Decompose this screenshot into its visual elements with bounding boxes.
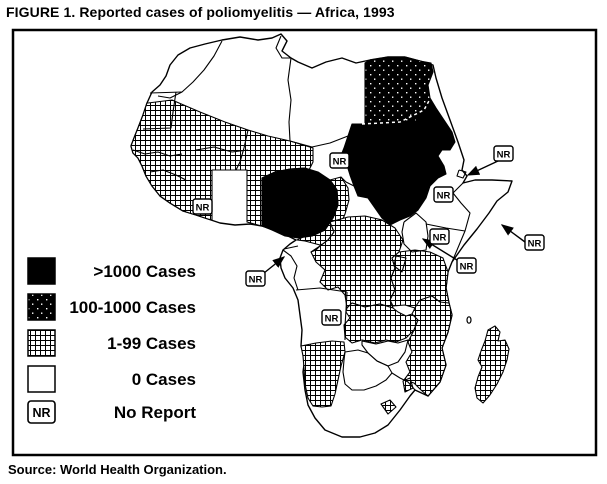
comoros-island (466, 316, 472, 324)
border-mali-niger-border (235, 129, 249, 171)
nr-box-rect-kenya (429, 228, 450, 245)
border-libya-chad (289, 135, 349, 148)
nr-arrow-djibouti (466, 160, 499, 176)
nr-box-ethiopia: NR (433, 186, 454, 203)
nr-arrow-equatorial-guinea (263, 256, 286, 274)
border-mali-burkina-border (195, 146, 249, 153)
country-lesotho (380, 399, 397, 415)
border-ethiopia-somalia (451, 182, 471, 263)
nr-box-rect-angola (321, 309, 342, 326)
border-chad-car (340, 176, 355, 187)
figure-title: FIGURE 1. Reported cases of poliomyeliti… (6, 4, 395, 20)
border-gabon-congo (282, 249, 299, 291)
legend-swatch-c0 (27, 365, 56, 393)
country-tanzania (389, 249, 450, 309)
nr-box-rect-equatorial-guinea (245, 270, 266, 287)
border-botswana-borders (342, 349, 393, 391)
legend-label-c1_99: 1-99 Cases (107, 334, 196, 353)
nr-box-label-chad: NR (333, 157, 347, 168)
border-rwanda-burundi-borders (393, 255, 407, 273)
nr-box-label-equatorial-guinea: NR (249, 275, 263, 286)
country-namibia (300, 340, 346, 408)
nr-box-angola: NR (321, 309, 342, 326)
border-algeria-libya (287, 57, 292, 142)
border-angola-zaire (295, 287, 348, 293)
nr-box-label-kenya: NR (433, 233, 447, 244)
border-zimbabwe-borders (361, 339, 409, 367)
country-sudan (339, 97, 456, 226)
nr-box-uganda: NR (421, 238, 477, 274)
legend-swatch-c100_1000 (27, 293, 56, 321)
country-malawi-mozambique (403, 295, 453, 397)
nr-box-label-djibouti: NR (497, 150, 511, 161)
nr-box-label-ghana: NR (196, 203, 210, 214)
nr-box-rect-djibouti (493, 145, 514, 162)
border-djibouti-borders (456, 169, 467, 179)
border-uganda-borders (401, 212, 429, 253)
nr-box-rect-chad (329, 152, 350, 169)
nr-box-rect-uganda (456, 257, 477, 274)
nr-box-chad: NR (329, 152, 350, 169)
legend-swatch-c1_99 (27, 329, 56, 357)
figure-frame (11, 28, 598, 457)
nr-box-label-angola: NR (325, 314, 339, 325)
nr-box-label-ethiopia: NR (437, 191, 451, 202)
border-ethiopia-kenya (425, 223, 466, 232)
border-south-africa-mozambique (391, 372, 416, 391)
legend-item-c0: 0 Cases (27, 365, 196, 393)
legend-swatch-gt1000 (27, 257, 56, 285)
legend-nr-symbol: NR (32, 406, 50, 420)
nr-box-label-uganda: NR (460, 262, 474, 273)
border-morocco-algeria (157, 40, 223, 99)
border-western-sahara-mauritania (142, 91, 177, 130)
figure-source: Source: World Health Organization. (8, 462, 227, 477)
border-angola-zambia (344, 291, 348, 340)
nr-box-rect-somalia (524, 234, 545, 251)
legend-item-nr: NR No Report (27, 400, 197, 424)
nr-box-djibouti: NR (466, 145, 514, 176)
country-west-africa-group (130, 99, 314, 227)
legend-label-c0: 0 Cases (132, 370, 196, 389)
legend-swatch-nr (27, 400, 56, 424)
country-zambia (343, 302, 419, 344)
legend-item-gt1000: >1000 Cases (27, 257, 196, 285)
nr-box-rect-ghana (192, 198, 213, 215)
egypt-sudan-dashed-border (361, 98, 431, 125)
border-senegal-river (132, 149, 183, 157)
border-guinea-border (149, 169, 187, 181)
legend-label-gt1000: >1000 Cases (93, 262, 196, 281)
nr-arrow-somalia (500, 224, 526, 243)
legend-item-c1_99: 1-99 Cases (27, 329, 196, 357)
nr-box-somalia: NR (500, 224, 545, 251)
country-madagascar (474, 325, 510, 404)
legend-label-nr: No Report (114, 403, 197, 422)
nr-arrow-uganda (421, 238, 458, 261)
nr-box-ghana: NR (192, 198, 213, 215)
border-algeria-tunisia (275, 35, 291, 59)
legend-item-c100_1000: 100-1000 Cases (27, 293, 196, 321)
legend-label-c100_1000: 100-1000 Cases (69, 298, 196, 317)
nr-box-label-somalia: NR (528, 239, 542, 250)
nr-box-rect-ethiopia (433, 186, 454, 203)
nr-box-kenya: NR (429, 228, 450, 245)
nr-box-equatorial-guinea: NR (245, 256, 286, 287)
border-car-congo (310, 243, 323, 253)
country-nigeria (261, 167, 339, 239)
border-equatorial-guinea-border (283, 245, 299, 250)
border-western-sahara-morocco (149, 91, 183, 94)
